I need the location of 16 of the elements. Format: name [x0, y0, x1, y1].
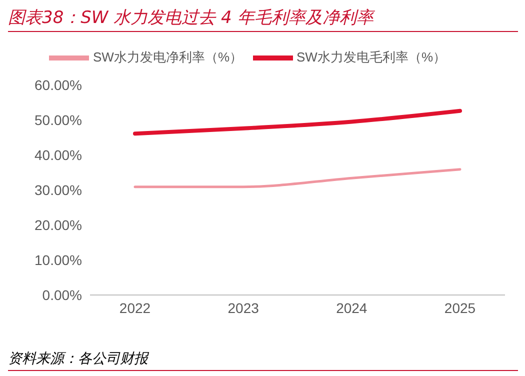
- chart-title: 图表38：SW 水力发电过去 4 年毛利率及净利率: [8, 7, 374, 29]
- y-tick-label: 20.00%: [34, 216, 82, 233]
- y-tick-label: 10.00%: [34, 252, 82, 268]
- x-tick-label: 2025: [444, 300, 476, 316]
- y-tick-label: 40.00%: [34, 146, 82, 163]
- y-tick-label: 50.00%: [34, 112, 82, 128]
- x-tick-label: 2023: [228, 300, 260, 316]
- legend-label: SW水力发电净利率（%）: [93, 49, 242, 64]
- line-series: [133, 108, 462, 136]
- y-tick-label: 30.00%: [34, 182, 82, 198]
- x-tick-label: 2022: [119, 300, 151, 316]
- y-tick-label: 0.00%: [42, 286, 82, 303]
- text: 资料来源：各公司财报: [8, 350, 148, 368]
- x-tick-label: 2024: [336, 300, 368, 316]
- y-tick-label: 60.00%: [34, 76, 82, 93]
- legend-label: SW水力发电毛利率（%）: [296, 49, 446, 64]
